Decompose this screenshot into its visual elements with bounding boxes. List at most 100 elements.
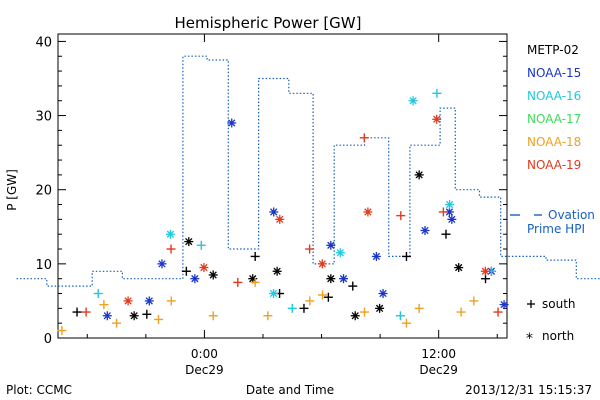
x-tick-time-label: 12:00 bbox=[421, 347, 456, 361]
point-metp-02 bbox=[250, 251, 260, 261]
legend-star-glyph: * bbox=[526, 331, 533, 347]
star-d2 bbox=[379, 289, 387, 298]
point-metp-02 bbox=[208, 270, 218, 280]
star-d2 bbox=[455, 263, 463, 272]
star-d2 bbox=[103, 312, 111, 320]
point-noaa-18 bbox=[359, 307, 369, 317]
point-noaa-19 bbox=[480, 266, 490, 276]
point-noaa-18 bbox=[99, 300, 109, 310]
point-noaa-15 bbox=[144, 296, 154, 306]
point-noaa-15 bbox=[378, 289, 388, 299]
star-d2 bbox=[124, 297, 132, 305]
point-noaa-18 bbox=[166, 296, 176, 306]
y-tick-label: 30 bbox=[35, 110, 52, 125]
point-noaa-15 bbox=[102, 311, 112, 321]
y-tick-label: 0 bbox=[44, 332, 52, 347]
legend: METP-02 NOAA-15 NOAA-16 NOAA-17 NOAA-18 NOAA-… bbox=[510, 43, 595, 347]
star-d2 bbox=[270, 208, 278, 216]
star-d2 bbox=[130, 312, 138, 320]
point-noaa-19 bbox=[81, 307, 91, 317]
data-points bbox=[57, 88, 509, 336]
star-d2 bbox=[409, 97, 417, 105]
point-noaa-16 bbox=[165, 229, 175, 239]
point-noaa-18 bbox=[57, 326, 67, 336]
point-noaa-15 bbox=[326, 240, 336, 250]
star-d2 bbox=[269, 289, 278, 298]
chart-title: Hemispheric Power [GW] bbox=[175, 14, 362, 32]
point-metp-02 bbox=[299, 303, 309, 313]
point-metp-02 bbox=[348, 281, 358, 291]
point-metp-02 bbox=[375, 303, 385, 313]
point-noaa-16 bbox=[335, 248, 345, 258]
point-noaa-19 bbox=[305, 244, 315, 254]
point-noaa-18 bbox=[112, 318, 122, 328]
point-noaa-18 bbox=[414, 303, 424, 313]
point-metp-02 bbox=[414, 170, 424, 180]
point-noaa-18 bbox=[154, 314, 164, 324]
y-tick-label: 40 bbox=[35, 35, 52, 50]
point-noaa-19 bbox=[396, 211, 406, 221]
point-noaa-18 bbox=[263, 311, 273, 321]
star-d2 bbox=[433, 115, 441, 123]
legend-ovation-label-2: Prime HPI bbox=[527, 222, 585, 236]
point-metp-02 bbox=[184, 237, 194, 247]
legend-item-noaa-18: NOAA-18 bbox=[527, 135, 581, 149]
footer-left: Plot: CCMC bbox=[6, 383, 72, 397]
point-noaa-18 bbox=[469, 296, 479, 306]
point-noaa-19 bbox=[317, 259, 327, 269]
y-axis-label: P [GW] bbox=[5, 169, 19, 211]
point-noaa-16 bbox=[395, 311, 405, 321]
point-metp-02 bbox=[72, 307, 82, 317]
point-noaa-19 bbox=[233, 277, 243, 287]
point-noaa-15 bbox=[227, 118, 237, 128]
y-tick-label: 10 bbox=[35, 258, 52, 273]
point-noaa-16 bbox=[445, 200, 455, 210]
y-tick-label: 20 bbox=[35, 184, 52, 199]
star-d2 bbox=[375, 304, 384, 313]
legend-item-metp-02: METP-02 bbox=[527, 43, 579, 57]
point-noaa-16 bbox=[287, 303, 297, 313]
star-d2 bbox=[191, 275, 199, 283]
point-noaa-15 bbox=[447, 214, 457, 224]
point-noaa-15 bbox=[371, 251, 381, 261]
point-noaa-16 bbox=[93, 289, 103, 299]
legend-item-noaa-16: NOAA-16 bbox=[527, 89, 581, 103]
star-d2 bbox=[336, 249, 344, 257]
point-noaa-19 bbox=[199, 263, 209, 273]
point-noaa-15 bbox=[269, 207, 279, 217]
star-d2 bbox=[364, 208, 372, 216]
star-d2 bbox=[448, 215, 456, 224]
star-d2 bbox=[318, 260, 326, 268]
point-noaa-18 bbox=[318, 290, 328, 300]
point-noaa-15 bbox=[157, 259, 167, 269]
legend-item-noaa-19: NOAA-19 bbox=[527, 158, 581, 172]
legend-item-noaa-17: NOAA-17 bbox=[527, 112, 581, 126]
point-metp-02 bbox=[129, 311, 139, 321]
star-d2 bbox=[415, 171, 423, 179]
point-noaa-19 bbox=[438, 207, 448, 217]
star-d2 bbox=[273, 267, 281, 275]
point-noaa-19 bbox=[363, 207, 373, 217]
point-noaa-18 bbox=[456, 307, 466, 317]
point-noaa-19 bbox=[493, 307, 503, 317]
point-metp-02 bbox=[441, 229, 451, 239]
star-d2 bbox=[445, 200, 454, 209]
star-d2 bbox=[445, 208, 454, 216]
star-d2 bbox=[339, 275, 348, 283]
point-metp-02 bbox=[323, 292, 333, 302]
plot-border bbox=[57, 33, 508, 339]
ovation-series bbox=[16, 55, 600, 287]
point-metp-02 bbox=[326, 274, 336, 284]
point-noaa-16 bbox=[269, 289, 279, 299]
star-d2 bbox=[185, 237, 193, 246]
plot-frame bbox=[57, 33, 508, 339]
point-noaa-15 bbox=[499, 300, 509, 310]
legend-ovation-label-1: Ovation bbox=[548, 208, 595, 222]
point-noaa-16 bbox=[432, 88, 442, 98]
point-noaa-19 bbox=[166, 244, 176, 254]
legend-symbol-label-north: north bbox=[542, 329, 574, 343]
star-d2 bbox=[372, 252, 381, 261]
star-d2 bbox=[158, 260, 166, 268]
x-axis: 0:00Dec2912:00Dec290:00Dec3012:00Dec300:… bbox=[86, 34, 498, 377]
